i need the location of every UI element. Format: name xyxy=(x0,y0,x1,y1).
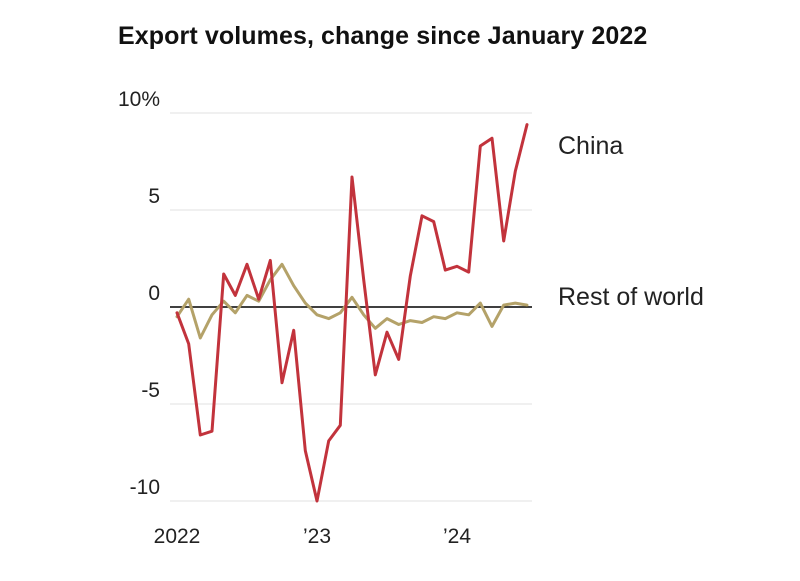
y-tick-label: 0 xyxy=(148,282,160,305)
series-line-china xyxy=(175,123,529,503)
y-tick-label: 10% xyxy=(118,88,160,111)
x-tick-label: ’24 xyxy=(443,525,471,548)
y-tick-label: -10 xyxy=(130,476,160,499)
y-tick-label: -5 xyxy=(141,379,160,402)
y-tick-label: 5 xyxy=(148,185,160,208)
series-label-china: China xyxy=(558,132,624,160)
x-tick-label: ’23 xyxy=(303,525,331,548)
series-label-rest-of-world: Rest of world xyxy=(558,283,704,311)
chart-title: Export volumes, change since January 202… xyxy=(118,22,648,50)
chart-canvas: 10% 5 0 -5 -10 2022 ’23 ’24 xyxy=(118,88,532,548)
x-tick-label: 2022 xyxy=(154,525,201,548)
series-line-rest-of-world xyxy=(175,262,529,340)
